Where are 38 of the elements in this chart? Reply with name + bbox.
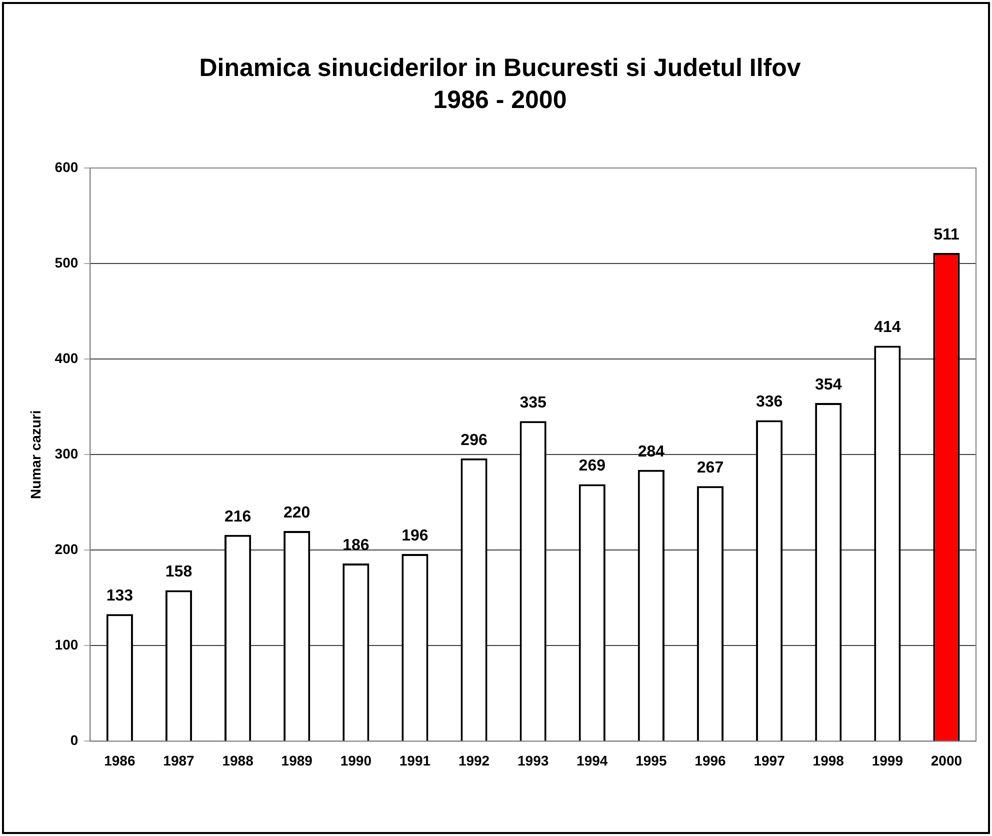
x-tick-label: 2000	[930, 752, 962, 768]
y-tick-label: 200	[54, 540, 78, 557]
x-tick-label: 1996	[694, 752, 726, 768]
data-label: 414	[874, 319, 901, 336]
data-label: 133	[106, 588, 134, 605]
chart-subtitle: 1986 - 2000	[433, 86, 567, 114]
x-tick-label: 1990	[340, 752, 372, 768]
data-label: 196	[402, 527, 428, 544]
y-tick-label: 300	[54, 445, 78, 462]
data-label: 158	[165, 564, 192, 581]
y-axis-title: Numar cazuri	[27, 410, 44, 499]
data-label: 336	[756, 394, 783, 411]
x-tick-label: 1995	[636, 752, 667, 768]
data-label: 267	[696, 460, 724, 477]
data-label: 335	[520, 394, 547, 412]
x-tick-label: 1993	[518, 752, 549, 768]
x-tick-label: 1989	[281, 752, 313, 768]
y-tick-label: 100	[54, 636, 78, 653]
data-label: 296	[460, 432, 488, 449]
data-label: 216	[224, 508, 252, 526]
data-label: 511	[934, 226, 960, 244]
y-tick-label: 0	[70, 732, 78, 748]
y-tick-label: 600	[54, 158, 78, 175]
data-label: 354	[815, 376, 842, 394]
x-tick-label: 1997	[754, 752, 786, 768]
x-tick-label: 1986	[104, 752, 136, 768]
x-tick-label: 1994	[576, 752, 608, 768]
x-tick-label: 1991	[399, 752, 431, 768]
x-tick-label: 1999	[872, 752, 904, 768]
y-tick-label: 500	[54, 254, 78, 270]
y-tick-label: 400	[54, 350, 78, 366]
data-label: 269	[578, 458, 606, 475]
x-tick-label: 1998	[812, 752, 844, 768]
chart-title: Dinamica sinuciderilor in Bucuresti si Judetul Ilfov	[199, 54, 801, 82]
data-label: 220	[284, 504, 310, 522]
x-tick-label: 1988	[222, 752, 254, 768]
x-tick-label: 1987	[163, 752, 195, 768]
x-tick-label: 1992	[458, 752, 490, 768]
